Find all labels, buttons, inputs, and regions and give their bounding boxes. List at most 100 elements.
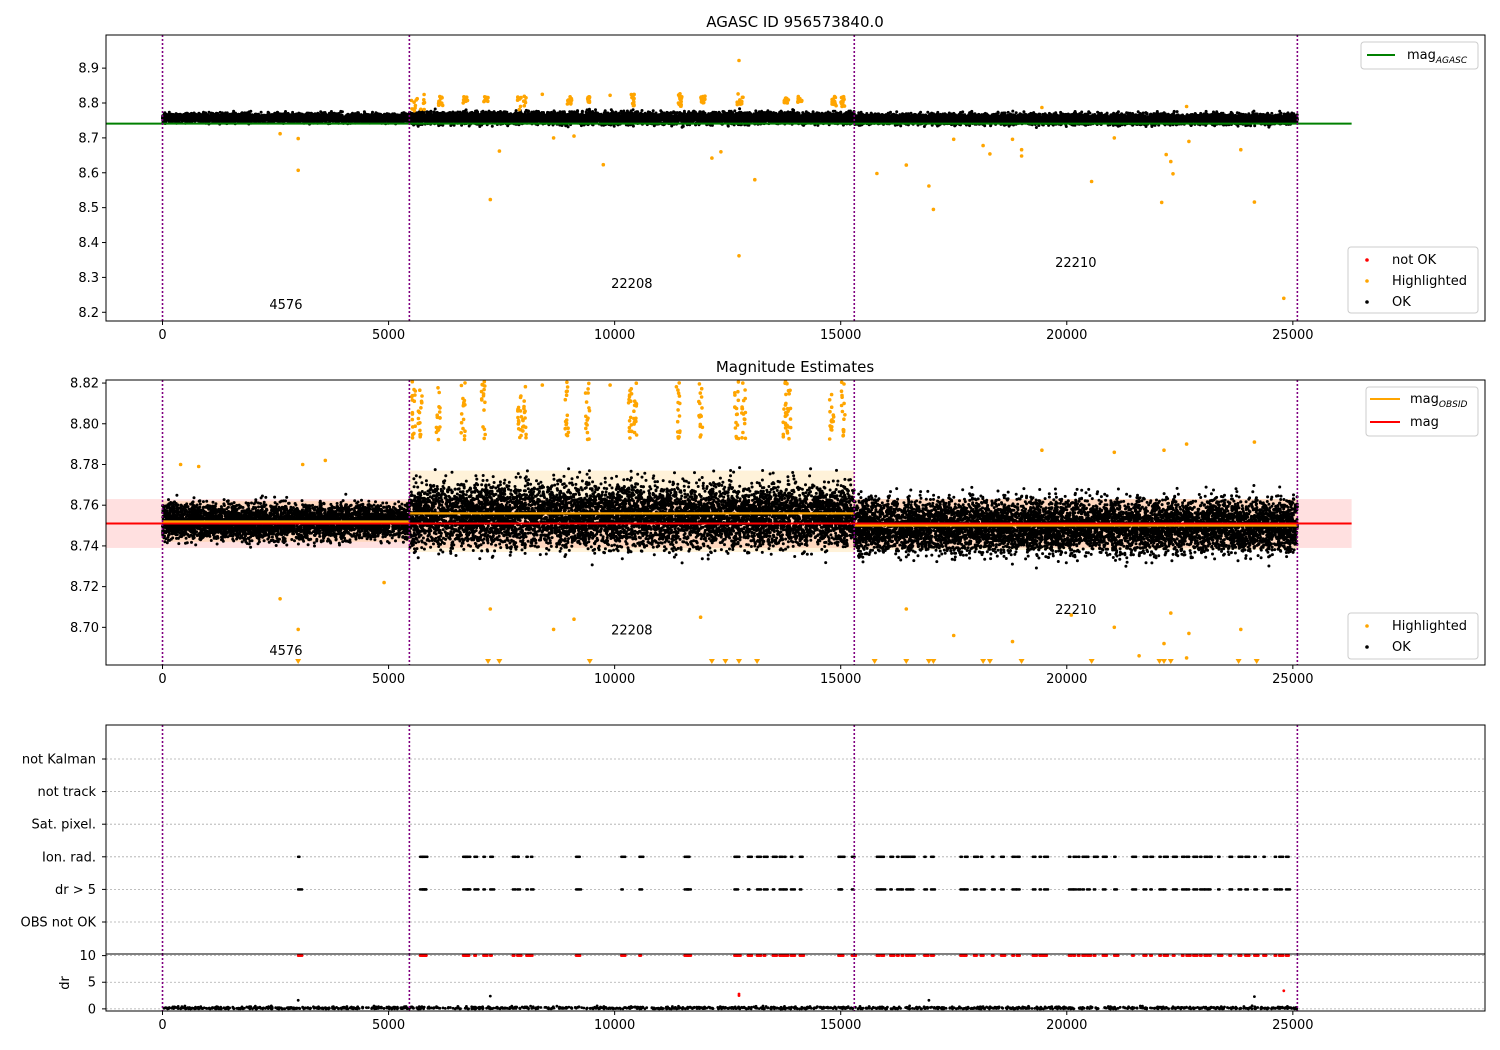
ok-point xyxy=(269,119,272,122)
ok-point xyxy=(397,119,400,122)
ok-point xyxy=(568,110,571,113)
ok-point xyxy=(304,113,307,116)
ok-point xyxy=(174,120,177,123)
ok-point xyxy=(316,112,319,115)
ok-point xyxy=(247,114,250,117)
ok-point xyxy=(390,120,393,123)
ok-point xyxy=(325,120,328,123)
ok-point xyxy=(230,116,233,119)
ok-point xyxy=(267,118,270,121)
ok-point xyxy=(168,117,171,120)
ok-point xyxy=(202,117,205,120)
ok-point xyxy=(360,116,363,119)
ok-point xyxy=(363,115,366,118)
ok-point xyxy=(252,118,255,121)
ok-point xyxy=(190,112,193,115)
ok-point xyxy=(186,117,189,120)
ok-point xyxy=(243,117,246,120)
ok-point xyxy=(193,119,196,122)
ok-point xyxy=(286,120,289,123)
ok-point xyxy=(434,108,437,111)
ok-point xyxy=(264,118,267,121)
ok-point xyxy=(268,113,271,116)
ok-point xyxy=(280,119,283,122)
ok-point xyxy=(226,115,229,118)
ok-point xyxy=(387,115,390,118)
ok-point xyxy=(173,117,176,120)
ok-point xyxy=(378,116,381,119)
ok-point xyxy=(333,116,336,119)
ok-point xyxy=(210,114,213,117)
ok-point xyxy=(260,111,263,114)
ok-point xyxy=(305,116,308,119)
ok-point xyxy=(293,114,296,117)
ok-point xyxy=(182,118,185,121)
ok-point xyxy=(190,116,193,119)
ok-point xyxy=(255,119,258,122)
ok-point xyxy=(369,116,372,119)
ok-point xyxy=(280,113,283,116)
ok-point xyxy=(404,118,407,121)
ok-point xyxy=(322,111,325,114)
ok-point xyxy=(241,114,244,117)
ok-point xyxy=(168,114,171,117)
ok-point xyxy=(588,108,591,111)
ok-point xyxy=(236,116,239,119)
ok-point xyxy=(253,115,256,118)
ok-point xyxy=(233,116,236,119)
ok-point xyxy=(371,118,374,121)
ok-point xyxy=(310,116,313,119)
ok-point xyxy=(342,118,345,121)
ok-point xyxy=(209,118,212,121)
ok-point xyxy=(321,116,324,119)
ok-point xyxy=(258,118,261,121)
ok-point xyxy=(218,118,221,121)
ok-point xyxy=(261,117,264,120)
ok-point xyxy=(738,107,741,110)
ok-point xyxy=(400,118,403,121)
ok-point xyxy=(302,117,305,120)
ok-point xyxy=(351,116,354,119)
ok-point xyxy=(299,117,302,120)
ok-point xyxy=(222,116,225,119)
ok-point xyxy=(348,116,351,119)
ok-point xyxy=(164,114,167,117)
ok-point xyxy=(208,111,211,114)
ok-point xyxy=(164,116,167,119)
ok-point xyxy=(276,116,279,119)
ok-point xyxy=(283,119,286,122)
ok-point xyxy=(319,110,322,113)
ok-point xyxy=(179,113,182,116)
ok-point xyxy=(339,110,342,113)
ok-point xyxy=(359,119,362,122)
ok-point xyxy=(257,115,260,118)
ok-point xyxy=(207,116,210,119)
ok-point xyxy=(203,112,206,115)
ok-point xyxy=(221,119,224,122)
ok-point xyxy=(301,113,304,116)
ok-point xyxy=(192,114,195,117)
ok-point xyxy=(276,111,279,114)
ok-point xyxy=(243,112,246,115)
ok-point xyxy=(249,110,252,113)
ok-point xyxy=(272,113,275,116)
ok-point xyxy=(248,119,251,122)
panel1-title: AGASC ID 956573840.0 xyxy=(706,13,884,31)
ok-point xyxy=(216,116,219,119)
ok-point xyxy=(283,113,286,116)
ok-point xyxy=(195,114,198,117)
ok-point xyxy=(341,115,344,118)
ok-point xyxy=(356,117,359,120)
ok-point xyxy=(351,112,354,115)
ok-point xyxy=(392,117,395,120)
ok-point xyxy=(384,120,387,123)
ok-point xyxy=(334,119,337,122)
ok-point xyxy=(400,115,403,118)
ok-point xyxy=(234,112,237,115)
ok-point xyxy=(287,115,290,118)
ok-point xyxy=(363,118,366,121)
ok-point xyxy=(292,118,295,121)
ok-point xyxy=(325,117,328,120)
ok-point xyxy=(316,115,319,118)
